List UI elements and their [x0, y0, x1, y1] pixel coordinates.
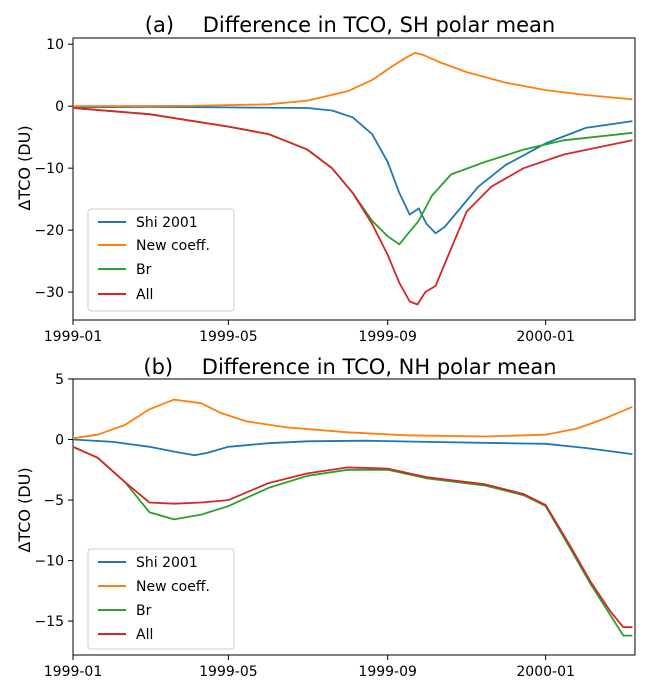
panel-a: (a) Difference in TCO, SH polar mean ΔTC… [15, 13, 636, 345]
series-line-b-all [72, 445, 633, 629]
panel-title-b: Difference in TCO, NH polar mean [202, 355, 557, 379]
plot-frame-a [72, 37, 636, 321]
x-ticks-a: 1999-01 1999-05 1999-09 2000-01 [44, 320, 575, 345]
y-tick-label: −10 [34, 554, 64, 570]
y-axis-label-a: ΔTCO (DU) [15, 125, 34, 210]
legend-label-b-br: Br [136, 603, 152, 619]
legend-label-b-new-coeff: New coeff. [136, 579, 210, 595]
y-tick-label: −15 [34, 614, 64, 630]
x-tick-label: 1999-05 [199, 664, 258, 680]
legend-b: Shi 2001 New coeff. Br All [87, 548, 235, 650]
legend-label-b-all: All [136, 627, 153, 643]
y-tick-label: −10 [34, 161, 64, 177]
series-line-a-new-coeff [72, 52, 633, 108]
legend-label-b-shi2001: Shi 2001 [136, 555, 198, 571]
svg-text:(b) Difference in TCO,: (b) Difference in TCO, NH polar mean [143, 355, 556, 379]
series-lines-b [72, 398, 633, 637]
series-line-b-br [72, 445, 633, 637]
y-ticks-b: 5 0 −5 −10 −15 [34, 372, 73, 630]
x-tick-label: 1999-09 [358, 329, 417, 345]
x-ticks-b: 1999-01 1999-05 1999-09 2000-01 [44, 655, 575, 680]
panel-b: (b) Difference in TCO, NH polar mean ΔTC… [15, 355, 636, 680]
panel-label-a: (a) [145, 13, 174, 37]
series-line-a-all [72, 107, 633, 306]
y-tick-label: −5 [43, 493, 64, 509]
y-tick-label: −30 [34, 285, 64, 301]
legend-label-a-all: All [136, 287, 153, 303]
y-tick-label: 0 [55, 433, 64, 449]
x-tick-label: 1999-01 [44, 329, 103, 345]
series-lines-a [72, 52, 633, 306]
x-tick-label: 2000-01 [516, 329, 575, 345]
panel-title-a: Difference in TCO, SH polar mean [203, 13, 555, 37]
series-line-b-shi-2001 [72, 438, 633, 457]
legend-label-a-new-coeff: New coeff. [136, 238, 210, 254]
svg-text:(a) Difference in TCO,: (a) Difference in TCO, SH polar mean [145, 13, 555, 37]
legend-box-b [87, 548, 235, 650]
plot-frame-b [72, 378, 636, 656]
x-tick-label: 1999-09 [358, 664, 417, 680]
y-tick-label: 0 [55, 99, 64, 115]
y-axis-label-b: ΔTCO (DU) [15, 467, 34, 552]
y-ticks-a: 10 0 −10 −20 −30 [34, 37, 73, 301]
panel-label-b: (b) [143, 355, 173, 379]
x-tick-label: 1999-05 [199, 329, 258, 345]
legend-label-a-br: Br [136, 262, 152, 278]
legend-box-a [87, 208, 235, 312]
x-tick-label: 1999-01 [44, 664, 103, 680]
y-tick-label: −20 [34, 223, 64, 239]
series-line-b-new-coeff [72, 398, 633, 440]
y-tick-label: 5 [55, 372, 64, 388]
series-line-a-shi-2001 [72, 105, 633, 235]
x-tick-label: 2000-01 [516, 664, 575, 680]
y-tick-label: 10 [46, 37, 64, 53]
legend-a: Shi 2001 New coeff. Br All [87, 208, 235, 312]
legend-label-a-shi2001: Shi 2001 [136, 215, 198, 231]
